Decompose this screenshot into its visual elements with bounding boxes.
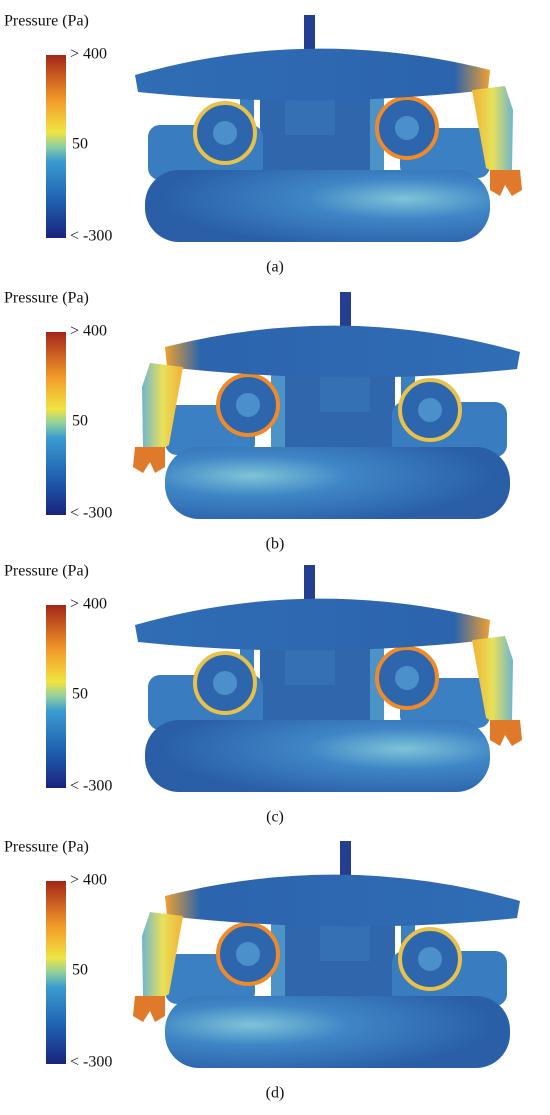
- colorbar-mid-label: 50: [72, 136, 88, 153]
- colorbar-min-label: < -300: [70, 1054, 112, 1071]
- colorbar-min-label: < -300: [70, 778, 112, 795]
- colorbar-title: Pressure (Pa): [4, 839, 89, 856]
- colorbar-max-label: > 400: [70, 323, 107, 340]
- colorbar-min-label: < -300: [70, 505, 112, 522]
- colorbar: [46, 55, 66, 238]
- panel: Pressure (Pa) > 400 50 < -300 (c): [4, 563, 524, 826]
- vehicle-image: [133, 13, 524, 244]
- caption: (b): [266, 536, 285, 553]
- caption: (a): [266, 259, 284, 276]
- colorbar-title: Pressure (Pa): [4, 563, 89, 580]
- panel: Pressure (Pa) > 400 50 < -300 (a): [4, 13, 524, 276]
- colorbar: [46, 605, 66, 788]
- colorbar: [46, 332, 66, 515]
- colorbar: [46, 881, 66, 1064]
- colorbar-mid-label: 50: [72, 413, 88, 430]
- vehicle-image: [133, 563, 524, 794]
- colorbar-max-label: > 400: [70, 596, 107, 613]
- colorbar-mid-label: 50: [72, 962, 88, 979]
- panel: Pressure (Pa) > 400 50 < -300 (b): [4, 290, 522, 553]
- colorbar-max-label: > 400: [70, 872, 107, 889]
- caption: (d): [266, 1085, 285, 1102]
- colorbar-title: Pressure (Pa): [4, 13, 89, 30]
- vehicle-image: [131, 290, 522, 521]
- caption: (c): [266, 809, 284, 826]
- colorbar-min-label: < -300: [70, 228, 112, 245]
- colorbar-title: Pressure (Pa): [4, 290, 89, 307]
- colorbar-max-label: > 400: [70, 46, 107, 63]
- vehicle-image: [131, 839, 522, 1070]
- panel: Pressure (Pa) > 400 50 < -300 (d): [4, 839, 522, 1102]
- colorbar-mid-label: 50: [72, 686, 88, 703]
